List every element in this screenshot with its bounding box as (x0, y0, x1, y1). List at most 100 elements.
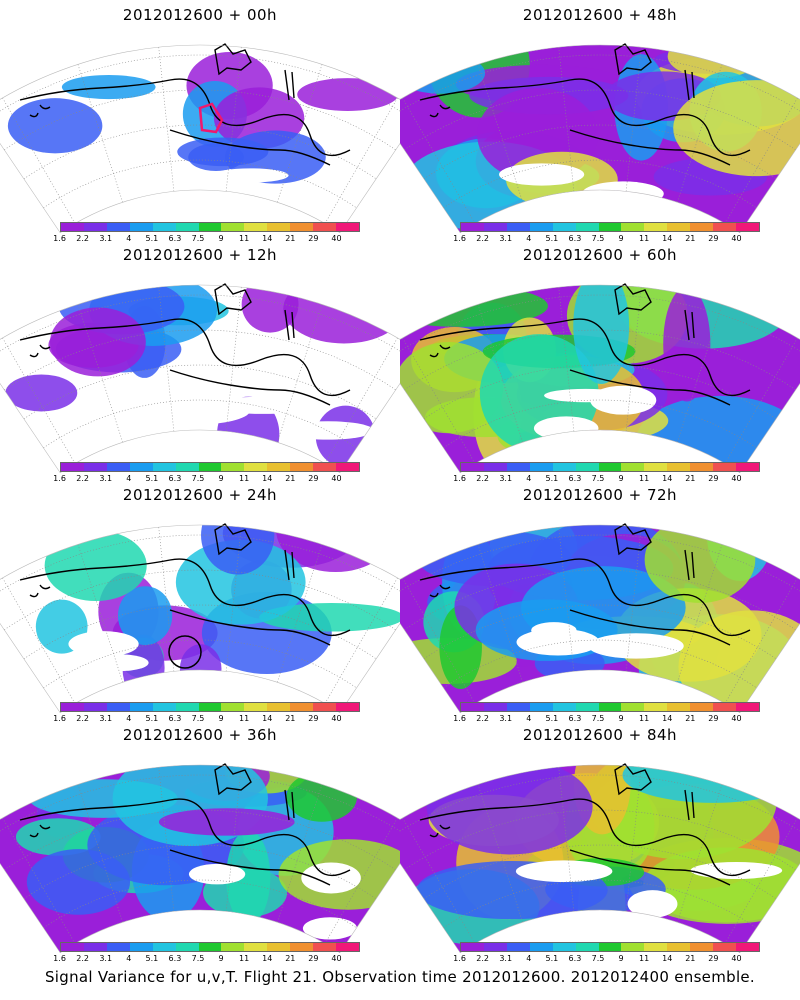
colorbar-tick-label: 6.3 (168, 234, 182, 243)
colorbar-segment-4 (152, 223, 176, 231)
colorbar-tick-label: 7.5 (591, 474, 605, 483)
colorbar-segment-11 (313, 703, 337, 711)
colorbar-segment-5 (575, 463, 599, 471)
colorbar-segment-4 (552, 943, 576, 951)
colorbar-tick-label: 2.2 (76, 474, 89, 483)
colorbar-segment-11 (713, 223, 737, 231)
colorbar-segment-8 (644, 463, 668, 471)
colorbar-tick-label: 9 (618, 714, 624, 723)
colorbar-segment-6 (198, 943, 222, 951)
colorbar-segment-5 (575, 943, 599, 951)
colorbar-segment-10 (690, 223, 714, 231)
colorbar-tick-label: 29 (308, 954, 319, 963)
colorbar-tick-label: 14 (262, 474, 273, 483)
colorbar-segment-7 (221, 703, 245, 711)
colorbar-tick-label: 7.5 (191, 954, 205, 963)
colorbar-tick-label: 40 (331, 714, 342, 723)
colorbar-segment-2 (506, 463, 530, 471)
colorbar-tick-label: 14 (262, 714, 273, 723)
colorbar-segment-11 (313, 223, 337, 231)
forecast-panel-p48: 2012012600 + 48h 1.6 2.2 3.1 4 5.1 6.3 7.5 9 11 14… (400, 0, 800, 243)
colorbar-segment-3 (129, 223, 153, 231)
colorbar-segment-2 (506, 943, 530, 951)
colorbar-tick-label: 9 (218, 954, 224, 963)
colorbar-segment-12 (336, 703, 359, 711)
colorbar (460, 222, 760, 232)
colorbar-tick-label: 21 (285, 474, 296, 483)
colorbar-tick-label: 4 (526, 954, 532, 963)
colorbar-tick-label: 1.6 (453, 714, 466, 723)
colorbar (60, 942, 360, 952)
colorbar-tick-label: 11 (239, 474, 250, 483)
colorbar-segment-7 (621, 703, 645, 711)
colorbar-tick-label: 21 (285, 234, 296, 243)
colorbar-labels: 1.6 2.2 3.1 4 5.1 6.3 7.5 9 11 14 21 29 40 (53, 714, 360, 724)
colorbar-tick-label: 9 (618, 954, 624, 963)
colorbar-tick-label: 40 (331, 474, 342, 483)
variance-field (400, 524, 800, 713)
colorbar-tick-label: 14 (662, 714, 673, 723)
colorbar-tick-label: 1.6 (53, 234, 66, 243)
colorbar-segment-1 (483, 703, 507, 711)
colorbar-tick-label: 40 (731, 474, 742, 483)
colorbar-tick-label: 29 (708, 714, 719, 723)
colorbar-segment-1 (83, 223, 107, 231)
colorbar-segment-6 (598, 463, 622, 471)
colorbar-tick-label: 3.1 (499, 954, 513, 963)
colorbar-segment-2 (106, 703, 130, 711)
colorbar (460, 942, 760, 952)
panel-title: 2012012600 + 84h (522, 726, 678, 744)
colorbar-segment-11 (713, 703, 737, 711)
colorbar-segment-6 (198, 223, 222, 231)
domain-outline (0, 284, 400, 474)
coastline (19, 763, 351, 886)
colorbar-labels: 1.6 2.2 3.1 4 5.1 6.3 7.5 9 11 14 21 29 40 (53, 474, 360, 484)
colorbar-tick-label: 11 (639, 234, 650, 243)
colorbar-tick-label: 5.1 (145, 954, 159, 963)
colorbar-tick-label: 29 (708, 954, 719, 963)
colorbar-segment-12 (736, 703, 759, 711)
colorbar-tick-label: 5.1 (145, 474, 159, 483)
colorbar-tick-label: 1.6 (53, 954, 66, 963)
colorbar-segment-8 (244, 943, 268, 951)
colorbar-segment-6 (598, 223, 622, 231)
colorbar-segment-6 (598, 703, 622, 711)
colorbar-segment-1 (83, 703, 107, 711)
colorbar-segment-4 (552, 463, 576, 471)
colorbar-tick-label: 9 (218, 234, 224, 243)
colorbar-tick-label: 14 (662, 474, 673, 483)
colorbar-tick-label: 7.5 (591, 714, 605, 723)
colorbar (460, 462, 760, 472)
panel-title: 2012012600 + 48h (522, 6, 678, 24)
colorbar-tick-label: 3.1 (99, 714, 113, 723)
panel-title: 2012012600 + 72h (522, 486, 678, 504)
variance-map (0, 523, 400, 714)
colorbar-segment-12 (736, 223, 759, 231)
colorbar-segment-5 (175, 703, 199, 711)
colorbar-tick-label: 3.1 (499, 234, 513, 243)
panel-title: 2012012600 + 12h (122, 246, 278, 264)
colorbar-tick-label: 11 (639, 474, 650, 483)
colorbar-tick-label: 2.2 (476, 714, 489, 723)
colorbar-segment-0 (461, 223, 484, 231)
colorbar-tick-label: 40 (731, 714, 742, 723)
variance-field (400, 284, 800, 473)
colorbar-segment-11 (713, 463, 737, 471)
colorbar-labels: 1.6 2.2 3.1 4 5.1 6.3 7.5 9 11 14 21 29 40 (453, 234, 760, 244)
colorbar-segment-3 (529, 703, 553, 711)
colorbar-segment-10 (290, 463, 314, 471)
colorbar-tick-label: 5.1 (145, 714, 159, 723)
lat-lon-grid (400, 527, 800, 704)
colorbar-tick-label: 6.3 (168, 954, 182, 963)
colorbar-tick-label: 2.2 (76, 714, 89, 723)
colorbar-tick-label: 7.5 (191, 714, 205, 723)
colorbar-tick-label: 21 (285, 714, 296, 723)
panel-title: 2012012600 + 24h (122, 486, 278, 504)
colorbar-tick-label: 2.2 (476, 234, 489, 243)
colorbar-segment-3 (529, 223, 553, 231)
coastline (19, 523, 351, 646)
lat-lon-grid (400, 47, 800, 224)
colorbar-tick-label: 7.5 (591, 954, 605, 963)
colorbar-segment-9 (267, 463, 291, 471)
colorbar-segment-0 (61, 943, 84, 951)
